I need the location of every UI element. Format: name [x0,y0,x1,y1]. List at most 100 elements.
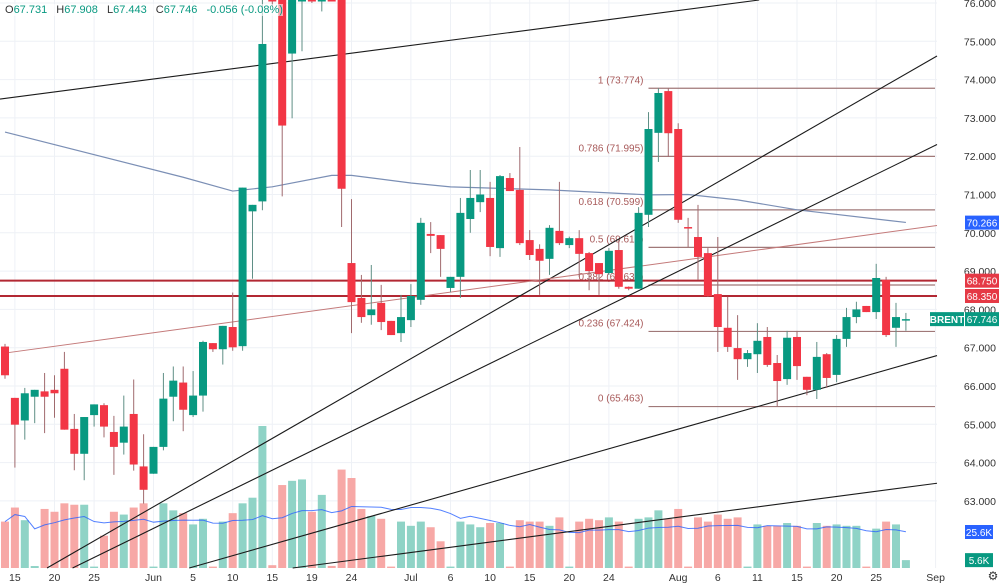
candle[interactable] [892,302,900,347]
candle[interactable] [822,353,831,388]
candle[interactable] [248,204,257,279]
candle[interactable] [218,325,227,365]
volume-bar [218,521,227,568]
candle[interactable] [1,343,9,379]
candle[interactable] [446,276,455,293]
candle[interactable] [793,330,801,380]
candle[interactable] [159,372,168,451]
candle[interactable] [486,181,495,257]
candle[interactable] [614,240,623,289]
candle[interactable] [20,387,29,440]
candle[interactable] [872,263,881,319]
candle[interactable] [842,307,851,347]
candle[interactable] [10,397,19,468]
candle[interactable] [773,354,782,407]
candle[interactable] [565,236,574,249]
candle[interactable] [783,330,792,385]
candle[interactable] [406,284,415,328]
candle[interactable] [139,434,148,504]
candle[interactable] [189,371,198,418]
price-label-badge [965,288,999,303]
candle[interactable] [634,207,643,289]
candle[interactable] [802,376,811,396]
candle[interactable] [476,169,485,213]
candle[interactable] [545,225,554,275]
candle[interactable] [238,187,247,351]
candle[interactable] [654,88,663,162]
candle[interactable] [50,375,59,418]
candle[interactable] [496,174,504,257]
candle[interactable] [436,235,445,277]
candle[interactable] [30,389,39,424]
candle[interactable] [149,446,158,474]
candle[interactable] [387,320,396,336]
candle[interactable] [278,0,287,197]
candle[interactable] [703,248,712,297]
candle[interactable] [70,413,79,471]
candle[interactable] [109,415,118,475]
candle[interactable] [664,88,673,157]
candle[interactable] [80,417,89,481]
candle[interactable] [416,217,425,305]
candle[interactable] [377,284,386,331]
time-axis[interactable]: 15 20 25 Jun 5 10 15 19 24 Jul 6 10 15 20 24 Aug 6 11 15 20… [9,572,945,584]
candle[interactable] [426,222,435,254]
candle[interactable] [723,296,732,352]
candle[interactable] [604,248,613,275]
candle[interactable] [515,147,524,246]
candle[interactable] [100,403,108,438]
candle[interactable] [307,0,316,3]
candle-body [783,337,792,380]
candle[interactable] [555,181,564,246]
candle[interactable] [862,305,871,313]
candle[interactable] [90,404,99,427]
candle[interactable] [694,204,702,280]
candle[interactable] [595,263,603,295]
candle[interactable] [901,312,910,331]
candle[interactable] [179,366,188,432]
price-axis[interactable]: 63.00064.00065.00066.00067.00068.00069.0… [930,0,999,568]
candle[interactable] [624,286,633,291]
candle[interactable] [812,341,821,400]
candle[interactable] [397,294,405,342]
candle[interactable] [713,237,722,352]
candle[interactable] [753,323,762,373]
candle[interactable] [743,349,752,367]
candle[interactable] [585,251,594,291]
candle[interactable] [60,351,69,430]
candle[interactable] [199,340,207,412]
candle[interactable] [40,372,49,434]
candle[interactable] [228,292,237,351]
candle[interactable] [288,0,297,119]
candle[interactable] [525,230,534,260]
candle[interactable] [505,173,514,192]
candle[interactable] [882,276,891,337]
candle[interactable] [298,0,306,52]
candle[interactable] [327,0,336,2]
gear-icon[interactable]: ⚙ [987,569,999,583]
candle[interactable] [644,112,653,228]
candle[interactable] [317,0,326,12]
candle[interactable] [852,301,861,324]
candle[interactable] [208,343,217,352]
candle[interactable] [832,335,841,383]
candle[interactable] [357,274,366,323]
candle[interactable] [674,123,683,223]
candle[interactable] [763,327,772,367]
candle[interactable] [684,217,693,247]
candle[interactable] [347,199,356,334]
candle[interactable] [129,379,138,471]
candle[interactable] [733,315,742,380]
candle[interactable] [367,264,376,325]
candle[interactable] [535,244,544,295]
candle[interactable] [337,0,346,228]
candle-body [30,389,39,397]
candle[interactable] [258,0,267,211]
candle[interactable] [456,197,465,298]
candle[interactable] [575,230,584,277]
candle[interactable] [169,366,178,422]
fibonacci-retracement: 1 (73.774) 0.786 (71.995) 0.618 (70.599) 0.… [578,75,935,408]
candle[interactable] [466,169,475,233]
candle[interactable] [119,395,128,455]
